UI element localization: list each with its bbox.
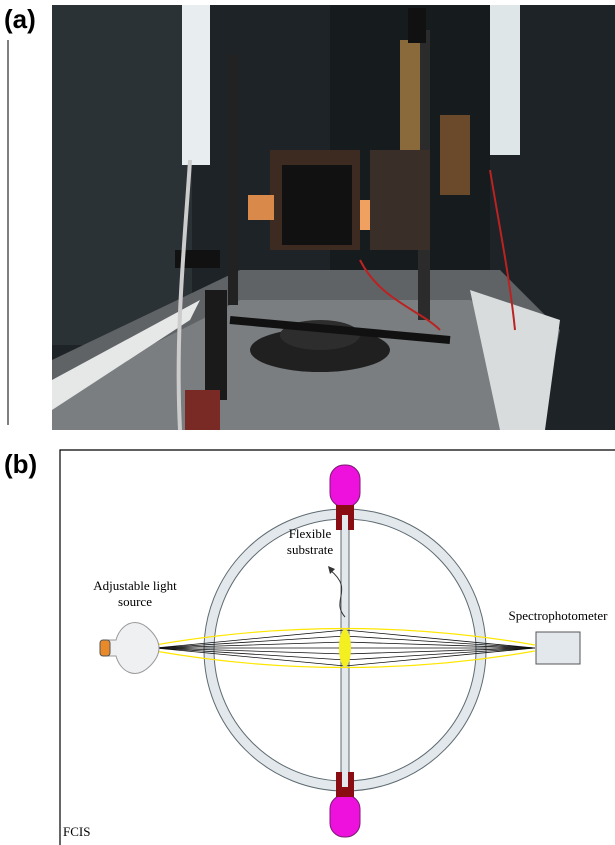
figure: (a) (b): [0, 0, 615, 845]
annotation: source: [118, 594, 152, 609]
corner-label: FCIS: [63, 824, 90, 839]
annotation: substrate: [287, 542, 333, 557]
panel-label: (b): [4, 449, 37, 479]
annotation: Adjustable light: [93, 578, 177, 593]
diagram: [100, 465, 580, 837]
photo: [52, 5, 615, 430]
annotation: Spectrophotometer: [509, 608, 609, 623]
panel-label: (a): [4, 4, 36, 34]
annotation: Flexible: [289, 526, 332, 541]
